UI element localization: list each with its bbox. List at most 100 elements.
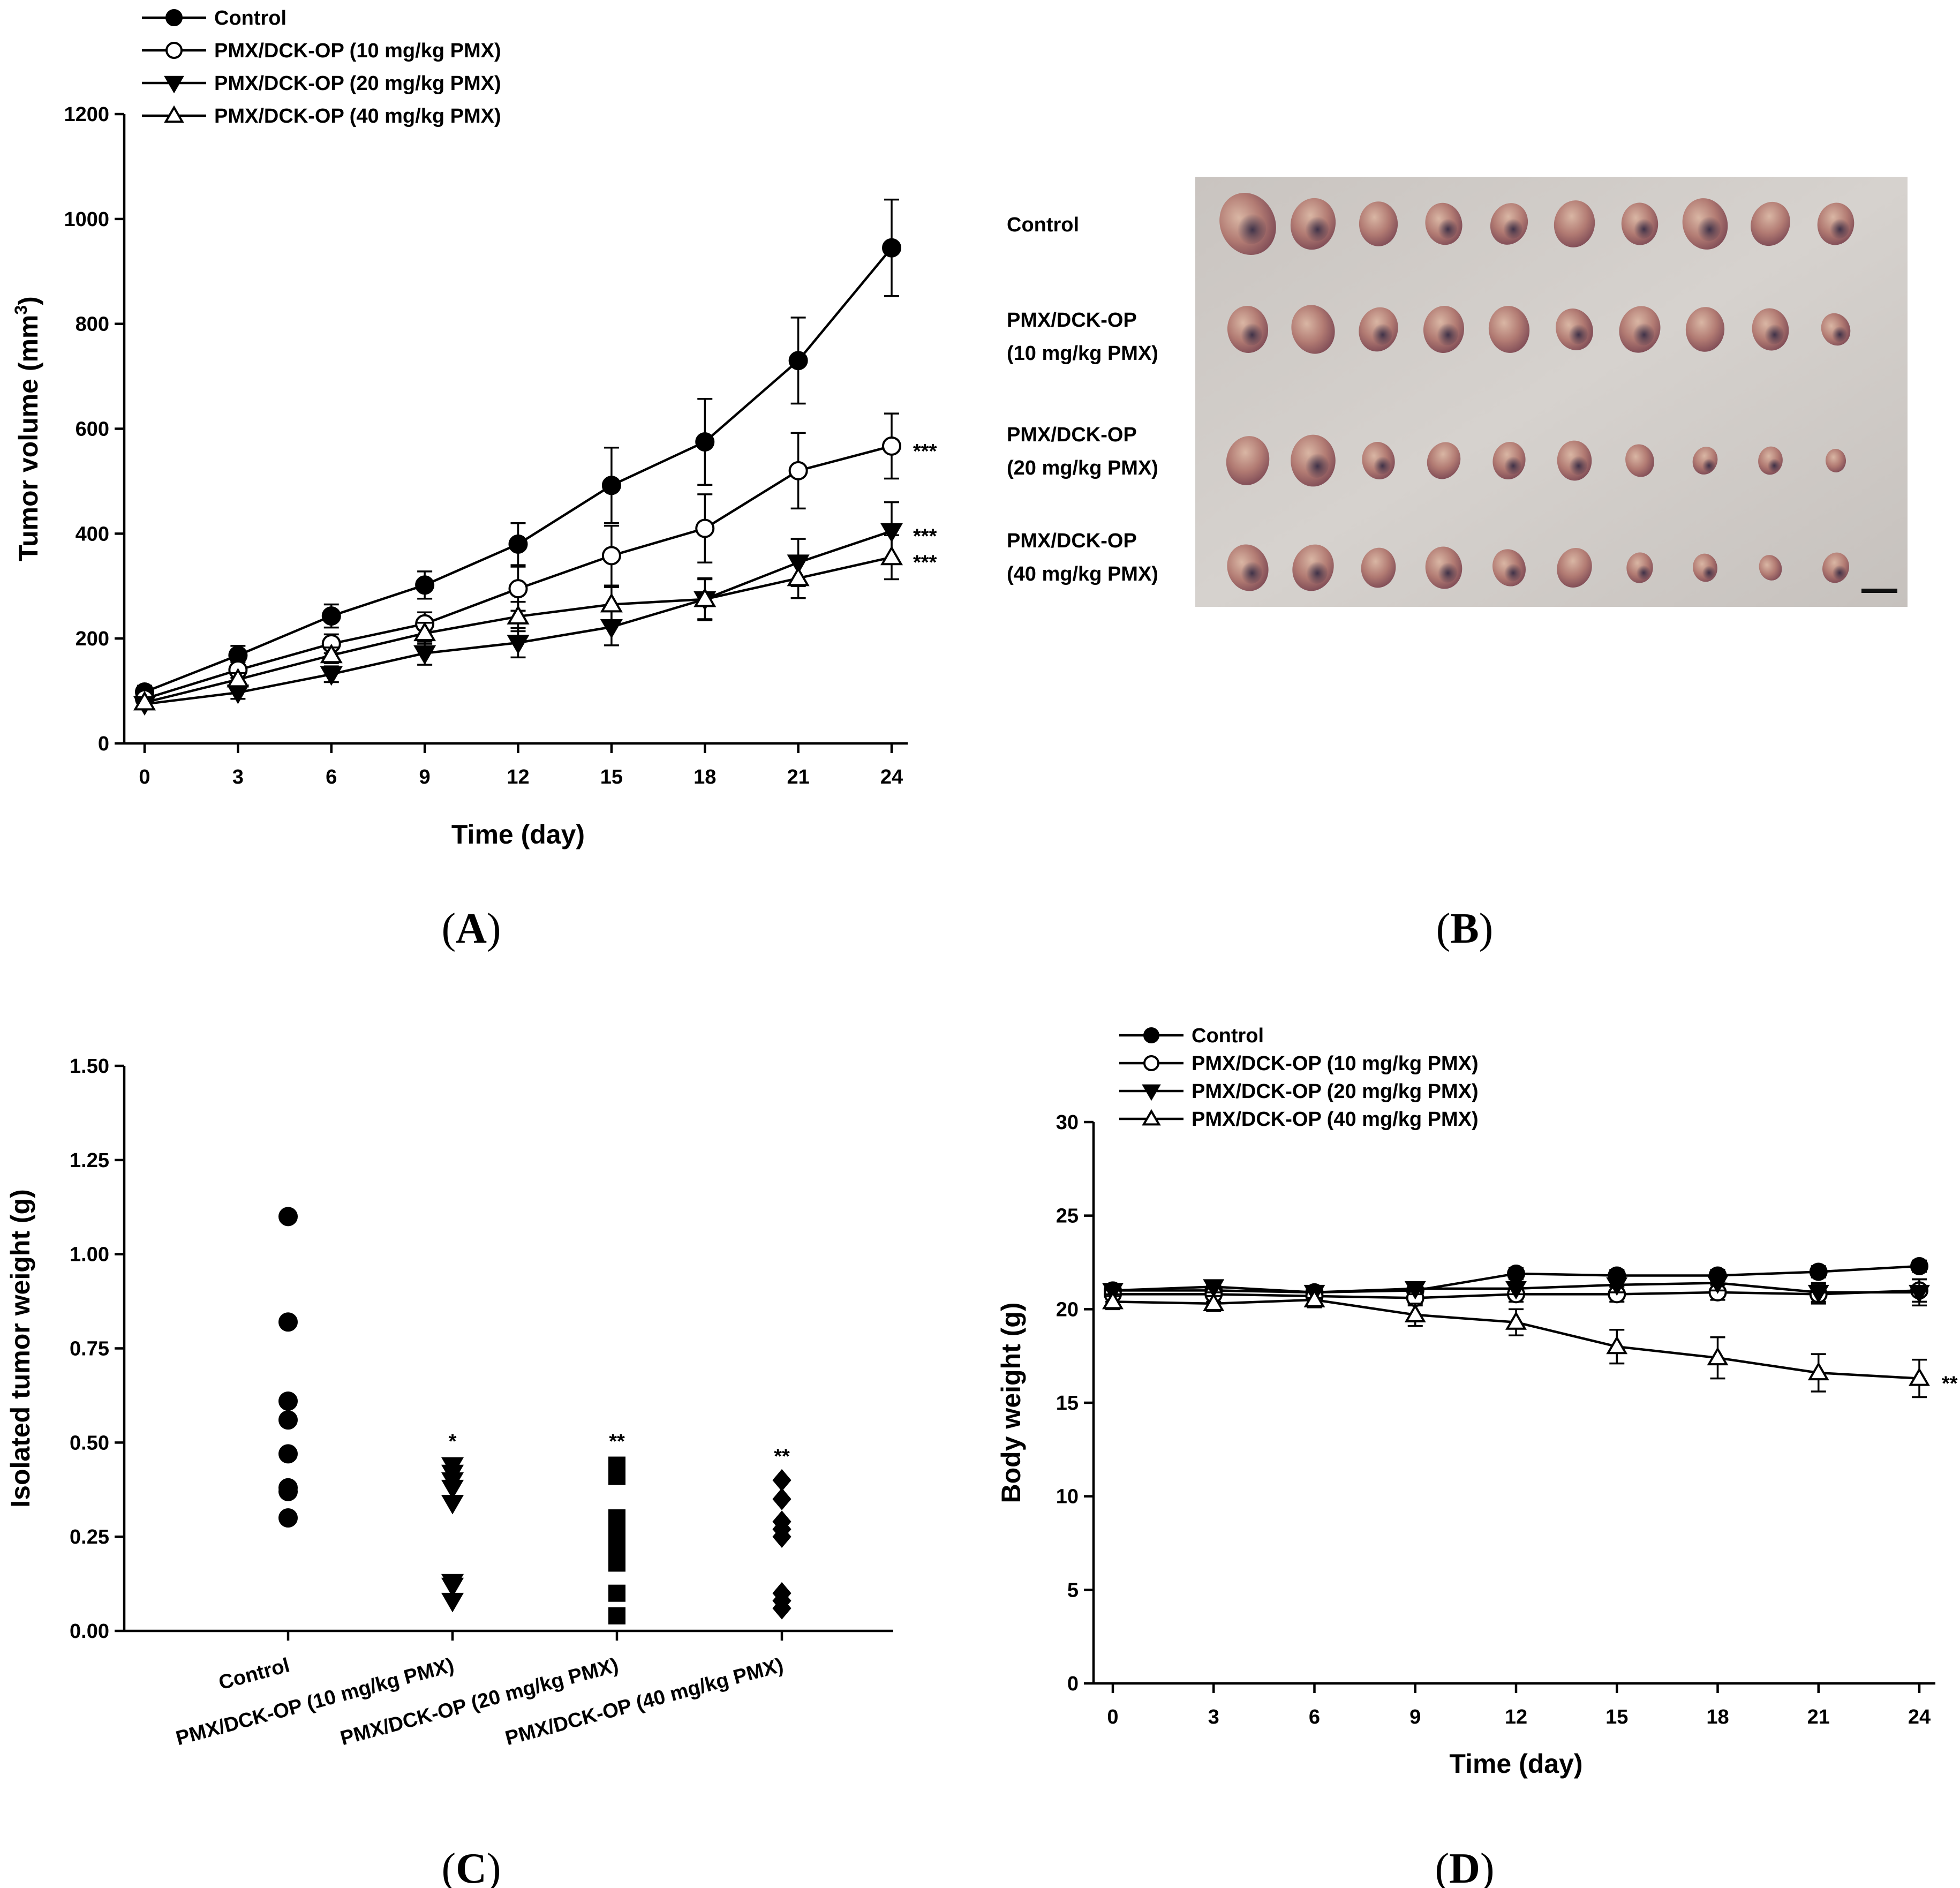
tumor-specimen-shadow: [1831, 325, 1847, 342]
data-point: [278, 1312, 298, 1332]
x-tick-label: 24: [880, 766, 903, 788]
y-tick-label: 20: [1056, 1298, 1079, 1321]
data-point: [441, 1592, 464, 1613]
data-point: [882, 436, 901, 456]
x-tick-label: 15: [1605, 1706, 1628, 1728]
tumor-specimen-shadow: [1829, 217, 1849, 239]
x-tick-label: Control: [216, 1654, 292, 1695]
data-point: [1707, 1275, 1729, 1294]
tumor-specimen-shadow: [1304, 215, 1329, 242]
series-3: ***: [133, 534, 937, 711]
data-point: [608, 1468, 625, 1485]
photo-row-label: PMX/DCK-OP: [1007, 309, 1137, 332]
scatter-group-3: **: [772, 1446, 791, 1620]
tumor-specimen: [1625, 444, 1654, 477]
data-point: [133, 691, 156, 711]
data-point: [787, 566, 810, 586]
data-point: [320, 666, 343, 686]
data-point: [320, 643, 343, 664]
data-point: [608, 1554, 625, 1572]
y-tick-label: 10: [1056, 1486, 1079, 1508]
y-tick-label: 0.75: [70, 1338, 109, 1360]
tumor-specimen: [1361, 547, 1396, 588]
tumor-specimen: [1685, 307, 1725, 352]
series-3: **: [1102, 1289, 1958, 1398]
data-point: [1606, 1277, 1628, 1296]
panel-a: 0 200 400 600 800 1000 1200 0 3 6 9 12 15 18 21 24 Time …: [11, 7, 937, 849]
legend-marker: [1142, 1084, 1161, 1101]
tumor-specimen-shadow: [1437, 561, 1457, 583]
legend-marker: [164, 105, 184, 123]
tumor-specimen-shadow: [1304, 452, 1329, 478]
significance-label: *: [449, 1431, 457, 1453]
data-point: [788, 461, 808, 480]
legend-marker: [165, 42, 183, 59]
tumor-specimen-shadow: [1635, 564, 1650, 580]
scatter-group-0: [278, 1207, 298, 1528]
tumor-specimen-shadow: [1701, 457, 1715, 472]
tumor-specimen: [1554, 200, 1595, 247]
tumor-specimen-shadow: [1305, 560, 1328, 584]
tumor-specimen: [1557, 548, 1592, 588]
tumor-specimen-shadow: [1701, 565, 1715, 580]
photo-row-labels: Control PMX/DCK-OP (10 mg/kg PMX) PMX/DC…: [1007, 214, 1158, 585]
data-point: [413, 621, 436, 642]
tumor-specimen: [1427, 442, 1461, 479]
legend-label: Control: [214, 7, 287, 29]
data-point: [278, 1444, 298, 1464]
y-tick-label: 400: [76, 523, 109, 545]
data-point: [507, 635, 530, 655]
y-tick-label: 0.50: [70, 1432, 109, 1454]
data-point: [227, 667, 250, 688]
data-point: [278, 1481, 298, 1501]
tumor-specimen: [1291, 305, 1335, 354]
data-point: [1910, 1257, 1928, 1275]
tumor-specimen: [1825, 449, 1846, 472]
significance-label: **: [1942, 1373, 1958, 1395]
tumor-photo-specimens: [1219, 192, 1855, 591]
data-point: [772, 1469, 791, 1492]
y-tick-label: 15: [1056, 1392, 1079, 1415]
tumor-specimen: [1759, 555, 1782, 581]
data-point: [508, 534, 528, 554]
x-tick-label: 12: [507, 766, 529, 788]
panel-d: 0 5 10 15 20 25 30 0 3 6 9 12 15 18 21 24 Time (day) Body…: [996, 1025, 1958, 1779]
tumor-specimen-shadow: [1240, 560, 1262, 584]
panel-label-c: (C): [441, 1845, 501, 1888]
x-tick-label: 18: [1706, 1706, 1729, 1728]
data-point: [441, 1479, 464, 1500]
series-1: ***: [135, 412, 937, 709]
data-point: [1505, 1311, 1527, 1330]
data-point: [1102, 1290, 1124, 1310]
y-tick-label: 0.00: [70, 1620, 109, 1643]
data-point: [1203, 1292, 1225, 1311]
legend-marker: [1143, 1027, 1159, 1043]
data-point: [788, 351, 808, 371]
tumor-specimen-shadow: [1767, 457, 1781, 472]
x-tick-label: 21: [787, 766, 809, 788]
x-tick-label: 3: [232, 766, 244, 788]
photo-row-label: PMX/DCK-OP: [1007, 424, 1137, 446]
significance-label: ***: [913, 440, 937, 463]
data-point: [772, 1488, 791, 1510]
legend-label: PMX/DCK-OP (10 mg/kg PMX): [214, 40, 501, 62]
significance-label: **: [609, 1431, 625, 1453]
tumor-specimen-shadow: [1240, 322, 1262, 345]
data-point: [1909, 1284, 1930, 1304]
tumor-specimen-shadow: [1502, 217, 1522, 239]
y-tick-label: 800: [76, 313, 109, 336]
y-axis-label: Body weight (g): [996, 1303, 1026, 1503]
data-point: [278, 1391, 298, 1411]
tumor-specimen: [1359, 201, 1398, 246]
panel-c: 0.000.250.500.751.001.251.50ControlPMX/D…: [5, 1055, 893, 1750]
data-point: [693, 588, 717, 607]
data-point: [695, 518, 715, 538]
y-tick-label: 0: [98, 733, 109, 755]
tumor-specimen-shadow: [1235, 212, 1267, 244]
x-tick-label: 3: [1208, 1706, 1219, 1728]
x-tick-label: 6: [1309, 1706, 1320, 1728]
photo-row-label: (40 mg/kg PMX): [1007, 563, 1158, 585]
panel-label-d: (D): [1435, 1845, 1494, 1888]
data-point: [1809, 1262, 1828, 1281]
tumor-specimen: [1751, 201, 1790, 246]
